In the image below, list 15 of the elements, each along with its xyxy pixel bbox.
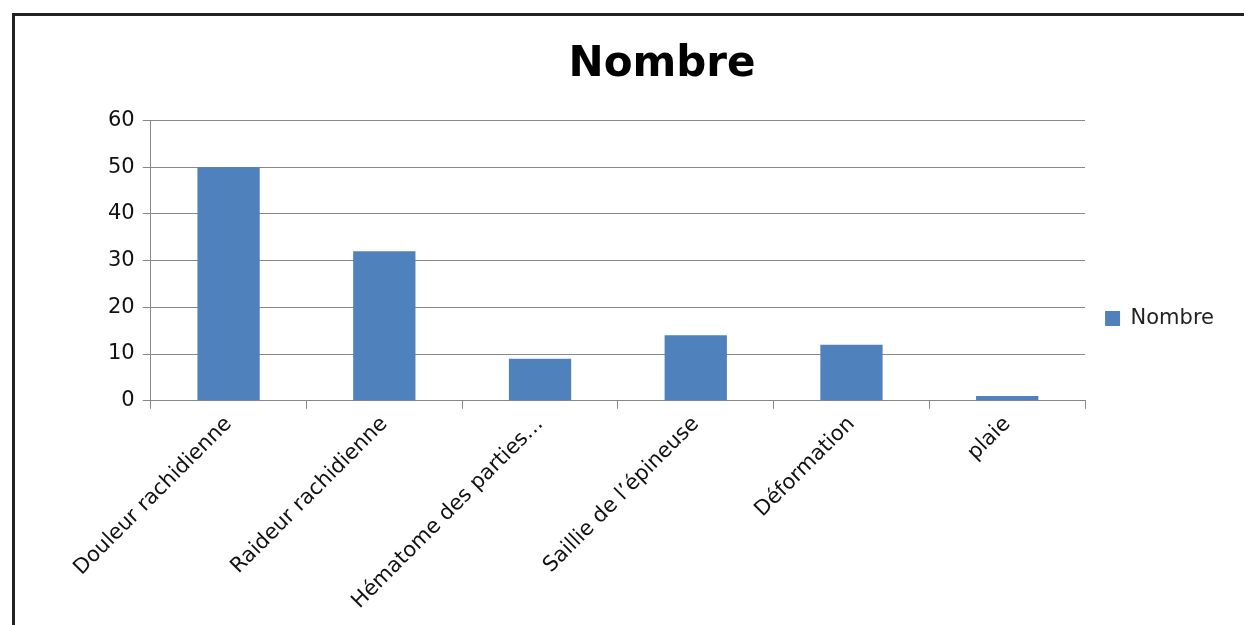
chart-title: Nombre — [568, 37, 756, 87]
y-tick-label: 10 — [107, 340, 135, 365]
bar — [664, 335, 727, 401]
bar — [508, 358, 572, 401]
y-tick-label: 0 — [121, 387, 135, 412]
y-tick-label: 20 — [107, 293, 135, 318]
y-tick-label: 40 — [107, 200, 135, 225]
y-tick-label: 50 — [107, 153, 135, 178]
bar — [353, 251, 416, 401]
y-tick-label: 60 — [107, 106, 135, 131]
bar — [197, 167, 260, 401]
legend-label: Nombre — [1130, 304, 1214, 329]
y-tick-label: 30 — [107, 247, 135, 272]
bar — [976, 396, 1039, 401]
bar — [820, 344, 883, 401]
